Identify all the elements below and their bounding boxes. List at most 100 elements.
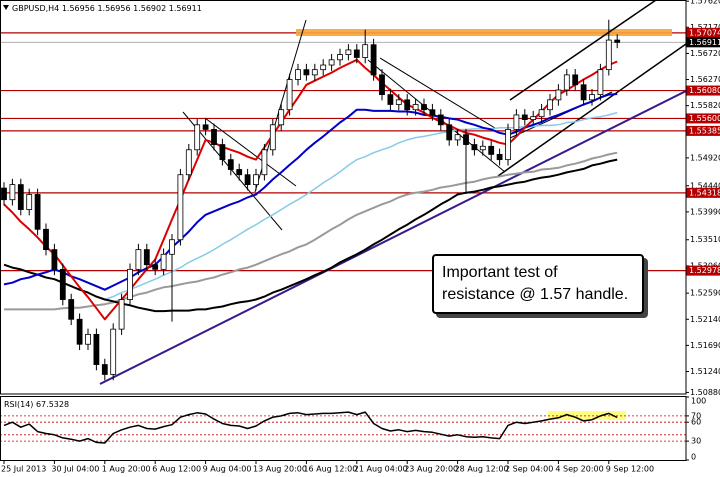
candle-body — [127, 268, 133, 300]
candle-body — [303, 69, 310, 76]
y-tick-label: 1.57170 — [690, 23, 720, 32]
candle-body — [513, 114, 520, 130]
rsi-frame — [0, 396, 687, 461]
level-label: 1.56080 — [689, 86, 720, 95]
candle-body — [269, 124, 276, 151]
candle-body — [454, 134, 461, 141]
candle-body — [572, 74, 579, 86]
x-tick-label: 28 Aug 12:00 — [455, 465, 509, 474]
moving-average — [4, 151, 618, 311]
y-tick-label: 1.56720 — [690, 49, 720, 58]
candle-body — [614, 39, 621, 43]
candle-body — [110, 328, 117, 375]
trend-line — [204, 117, 297, 187]
candle-body — [429, 109, 436, 116]
rsi-header: RSI(14) 67.5328 — [4, 400, 69, 409]
candle-body — [219, 144, 226, 161]
y-tick-label: 1.52140 — [690, 315, 720, 324]
candle-body — [337, 54, 343, 61]
rsi-tick-label: 0 — [691, 453, 696, 462]
level-label: 1.54318 — [689, 188, 720, 197]
moving-average — [3, 158, 618, 313]
candle-body — [194, 124, 201, 151]
candle-body — [345, 49, 352, 55]
candle-body — [530, 116, 537, 120]
rsi-name: RSI(14) — [4, 400, 33, 409]
quote-high: 1.56956 — [97, 4, 130, 13]
candle-body — [421, 104, 427, 111]
candle-body — [496, 154, 503, 161]
rsi-panel — [0, 411, 686, 444]
candle-body — [563, 74, 570, 91]
x-tick-label: 9 Sep 12:00 — [606, 465, 654, 474]
rsi-tick-label: 100 — [691, 397, 706, 406]
candle-body — [605, 39, 612, 71]
candle-body — [34, 194, 41, 230]
y-tick-label: 1.53990 — [690, 207, 720, 216]
moving-average — [3, 93, 618, 291]
candle-body — [412, 104, 419, 111]
candle-body — [118, 299, 125, 330]
candle-body — [295, 69, 301, 80]
candle-body — [211, 129, 217, 145]
candle-body — [488, 145, 495, 155]
rsi-tick-label: 30 — [691, 437, 701, 446]
candle-body — [404, 99, 411, 111]
candle-body — [437, 114, 444, 126]
level-label: 1.57074 — [689, 28, 720, 37]
candle-body — [236, 169, 243, 176]
x-tick-label: 1 Aug 20:00 — [102, 465, 151, 474]
candle-body — [395, 99, 402, 105]
candle-body — [278, 109, 285, 126]
y-tick-label: 1.52590 — [690, 289, 720, 298]
rsi-tick-label: 70 — [691, 411, 701, 420]
level-label-box — [686, 85, 720, 96]
candle-body — [479, 145, 486, 151]
candle-body — [43, 228, 49, 251]
x-tick-label: 30 Jul 04:00 — [51, 465, 99, 474]
x-tick-label: 13 Aug 20:00 — [253, 465, 307, 474]
candle-body — [370, 44, 377, 76]
y-tick-label: 1.54920 — [690, 153, 720, 162]
y-tick-label: 1.51690 — [690, 341, 720, 350]
y-tick-label: 1.55820 — [690, 101, 720, 110]
quote-close: 1.56911 — [169, 4, 202, 13]
candle-body — [227, 159, 234, 170]
resistance-band — [296, 29, 672, 36]
candle-body — [177, 174, 184, 241]
candle-body — [17, 184, 24, 210]
candle-body — [286, 79, 293, 111]
level-label: 1.52978 — [689, 266, 720, 275]
candle-body — [353, 49, 360, 58]
annotation: Important test of resistance @ 1.57 hand… — [432, 254, 644, 314]
candle-body — [160, 253, 167, 270]
candle-body — [76, 318, 83, 345]
x-tick-label: 2 Sep 04:00 — [505, 465, 553, 474]
candle-body — [320, 64, 327, 71]
candle-body — [85, 333, 91, 345]
candle-body — [471, 144, 478, 151]
y-tick-label: 1.54440 — [690, 181, 720, 190]
y-tick-label: 1.51240 — [690, 367, 720, 376]
candle-body — [547, 99, 553, 111]
candle-body — [328, 59, 335, 66]
drawn-objects — [99, 0, 686, 385]
level-label-box — [686, 125, 720, 136]
candle-body — [26, 194, 33, 210]
y-tick-label: 1.57620 — [690, 0, 720, 6]
candle-body — [505, 129, 511, 161]
candle-body — [463, 134, 469, 145]
x-tick-label: 6 Aug 12:00 — [152, 465, 201, 474]
candle-body — [253, 174, 259, 185]
candle-body — [446, 124, 453, 141]
price-levels — [0, 32, 686, 272]
level-label: 1.55385 — [689, 126, 720, 135]
x-tick-label: 9 Aug 04:00 — [203, 465, 252, 474]
level-label-box — [686, 187, 720, 198]
trend-line — [99, 89, 686, 385]
x-tick-label: 4 Sep 20:00 — [555, 465, 603, 474]
